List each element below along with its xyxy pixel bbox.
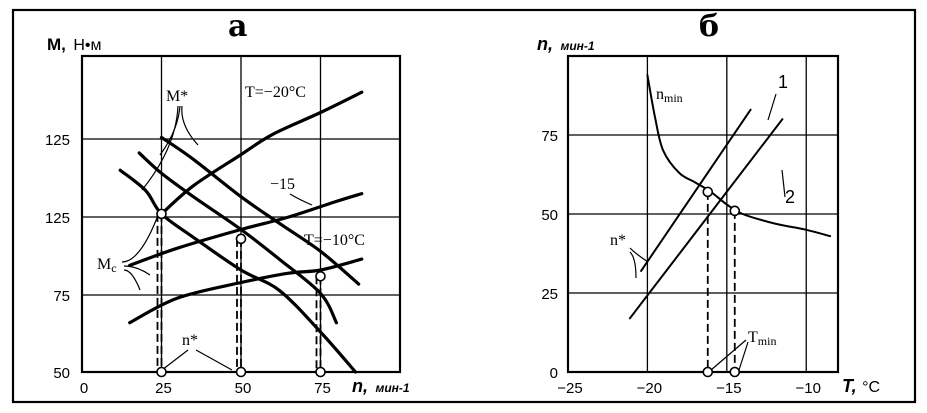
chart-b-y-tick-label: 50 <box>541 207 558 224</box>
chart-a-series-load-2 <box>128 257 364 325</box>
chart-b-grid <box>568 56 838 372</box>
chart-a-series-mc-3 <box>118 168 358 374</box>
chart-a-y-ticks: 50 75 125 125 <box>45 132 70 382</box>
chart-b-label-line-1: 1 <box>778 72 788 92</box>
chart-b-y-ticks: 0 25 50 75 <box>541 128 558 382</box>
chart-a-m-star-leader <box>181 105 199 146</box>
chart-b-y-tick-label: 0 <box>550 365 558 382</box>
chart-a-x-tick-label: 25 <box>155 380 172 397</box>
chart-a-series-mc-4 <box>137 151 338 325</box>
chart-a-x-tick-label: 50 <box>235 380 252 397</box>
panel-a-label: а <box>228 9 247 44</box>
chart-a-n-star-leader <box>195 349 233 371</box>
chart-a-label-mc-sub: c <box>111 261 116 275</box>
panel-b-label: б <box>699 9 719 44</box>
chart-a-x-axis-label: n, мин-1 <box>352 376 410 396</box>
chart-b-t-min-leader <box>738 341 749 371</box>
chart-a-series-load-0 <box>159 90 364 216</box>
chart-b-label-n-star: n* <box>610 232 626 249</box>
chart-b-label-n-min: nmin <box>656 86 683 105</box>
chart-a-x-tick-label: 75 <box>314 380 331 397</box>
chart-b-y-tick-label: 75 <box>541 128 558 145</box>
chart-a-label-t20: T=−20°С <box>245 84 306 101</box>
chart-a-t15-leader <box>289 193 313 206</box>
chart-b-n-star-leader <box>629 251 637 279</box>
chart-b-t-min-point <box>729 366 741 378</box>
chart-a-n-star-point <box>156 366 167 378</box>
chart-b-x-tick-label: −20 <box>637 380 662 397</box>
chart-a: а М, Н•м 50 75 125 125 0 25 50 75 n, мин-1 T=−… <box>45 9 410 397</box>
chart-b-y-tick-label: 25 <box>541 286 558 303</box>
chart-a-mc-leader <box>123 269 141 291</box>
chart-a-label-mc-main: М <box>97 256 111 273</box>
chart-b-x-axis-unit: °С <box>862 379 880 396</box>
chart-b-t-min-leader <box>710 339 747 371</box>
chart-b-x-tick-label: −15 <box>716 380 741 397</box>
chart-a-label-t10: T=−10°С <box>304 232 365 249</box>
chart-b-y-axis-unit: мин-1 <box>560 39 594 53</box>
chart-b-line-label-leader <box>767 93 777 121</box>
chart-b-series-line-1 <box>640 108 752 272</box>
chart-b-x-tick-label: −25 <box>557 380 582 397</box>
chart-b-drop-lines <box>706 191 736 372</box>
chart-a-y-axis-main: М, <box>47 35 66 54</box>
chart-a-label-m-star: М* <box>166 88 188 105</box>
chart-a-y-tick-label: 75 <box>53 288 70 305</box>
figure-frame <box>11 8 917 404</box>
chart-a-series-mc-5 <box>159 135 361 286</box>
chart-b-y-axis-main: n, <box>537 34 553 54</box>
chart-b-label-line-2: 2 <box>785 187 795 207</box>
chart-b-x-ticks: −25 −20 −15 −10 <box>557 380 821 397</box>
chart-b-label-t-min: Tmin <box>748 329 776 348</box>
chart-b-n-star-leader <box>629 247 649 263</box>
chart-b-label-n-min-main: n <box>656 86 664 103</box>
chart-a-points <box>156 208 326 378</box>
chart-b-series <box>628 74 832 320</box>
chart-a-n-star-leader <box>161 349 189 371</box>
chart-a-y-tick-label: 50 <box>53 365 70 382</box>
chart-a-n-star-point <box>235 366 247 378</box>
chart-a-mc-leader <box>123 265 151 276</box>
chart-a-series <box>118 90 364 374</box>
chart-a-intersection-point <box>315 270 326 282</box>
chart-a-n-star-point <box>315 366 326 378</box>
chart-b-series-line-2 <box>628 118 784 320</box>
chart-b-x-tick-label: −10 <box>796 380 821 397</box>
chart-a-series-load-1 <box>128 192 364 267</box>
chart-b-t-min-point <box>702 366 714 378</box>
chart-b-y-axis-label: n, мин-1 <box>537 34 595 54</box>
chart-a-y-tick-label: 125 <box>45 210 70 227</box>
chart-b-x-axis-main: T, <box>842 376 857 396</box>
chart-a-label-n-star: n* <box>182 332 198 349</box>
chart-a-grid <box>82 56 400 372</box>
chart-b-leader-lines <box>629 93 786 371</box>
chart-a-leader-lines <box>121 105 313 371</box>
chart-a-intersection-point <box>235 233 247 245</box>
chart-b-label-n-min-sub: min <box>664 91 683 105</box>
chart-b-line-label-leader <box>781 169 786 198</box>
chart-a-intersection-point <box>156 208 167 220</box>
chart-a-mc-leader <box>121 209 161 263</box>
chart-a-x-ticks: 0 25 50 75 <box>80 380 331 397</box>
chart-b-x-axis-label: T, °С <box>842 376 880 396</box>
chart-a-x-axis-unit: мин-1 <box>375 381 409 395</box>
chart-a-x-tick-label: 0 <box>80 380 88 397</box>
chart-a-m-star-leader <box>141 105 179 191</box>
chart-a-x-axis-main: n, <box>352 376 368 396</box>
chart-a-m-star-leader <box>159 105 181 156</box>
chart-a-label-mc: Мc <box>97 256 117 275</box>
chart-b-label-t-min-sub: min <box>758 334 777 348</box>
chart-b-label-t-min-main: T <box>748 329 758 346</box>
chart-b-points <box>702 186 741 378</box>
chart-a-y-tick-label: 125 <box>45 132 70 149</box>
chart-a-y-axis-label: М, Н•м <box>47 35 102 54</box>
chart-a-label-t15: −15 <box>270 176 295 193</box>
chart-b-intersection-point <box>702 186 714 198</box>
chart-b-intersection-point <box>729 205 741 217</box>
chart-a-y-axis-unit: Н•м <box>73 37 101 54</box>
